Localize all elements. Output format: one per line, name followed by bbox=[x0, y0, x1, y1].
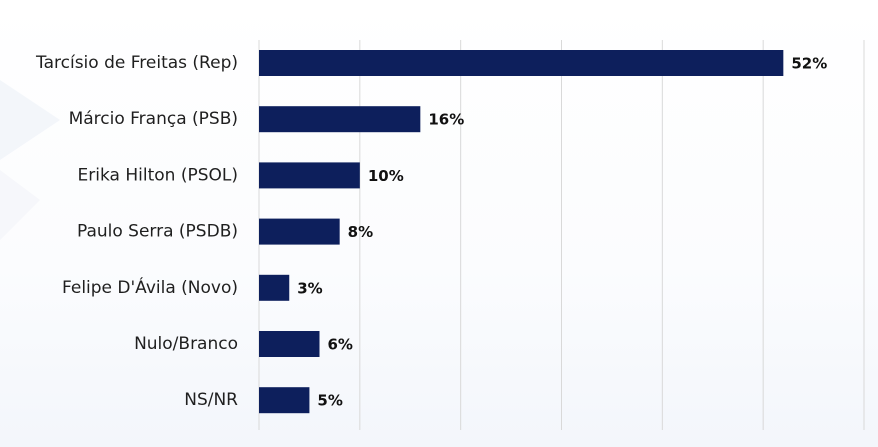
bar-2 bbox=[259, 162, 360, 189]
category-labels: Tarcísio de Freitas (Rep) Márcio França (… bbox=[35, 53, 238, 410]
value-label-6: 5% bbox=[317, 392, 342, 410]
value-label-1: 16% bbox=[428, 111, 464, 129]
bar-1 bbox=[259, 106, 421, 133]
category-label-6: NS/NR bbox=[184, 390, 238, 410]
category-label-2: Erika Hilton (PSOL) bbox=[78, 165, 238, 185]
value-label-0: 52% bbox=[791, 55, 827, 73]
gridlines bbox=[258, 40, 865, 430]
category-label-5: Nulo/Branco bbox=[134, 334, 238, 354]
value-label-3: 8% bbox=[348, 223, 373, 241]
category-label-1: Márcio França (PSB) bbox=[69, 109, 238, 129]
bar-5 bbox=[259, 331, 320, 357]
bars bbox=[259, 50, 784, 414]
category-label-0: Tarcísio de Freitas (Rep) bbox=[35, 53, 238, 73]
bar-0 bbox=[259, 50, 784, 76]
category-label-3: Paulo Serra (PSDB) bbox=[77, 222, 238, 242]
value-label-2: 10% bbox=[368, 167, 404, 185]
category-label-4: Felipe D'Ávila (Novo) bbox=[62, 276, 238, 298]
bar-3 bbox=[259, 218, 340, 245]
value-label-5: 6% bbox=[328, 336, 353, 354]
value-label-4: 3% bbox=[297, 279, 322, 297]
bar-6 bbox=[259, 387, 310, 414]
bar-4 bbox=[259, 274, 290, 301]
value-labels: 52% 16% 10% 8% 3% 6% 5% bbox=[297, 55, 827, 410]
